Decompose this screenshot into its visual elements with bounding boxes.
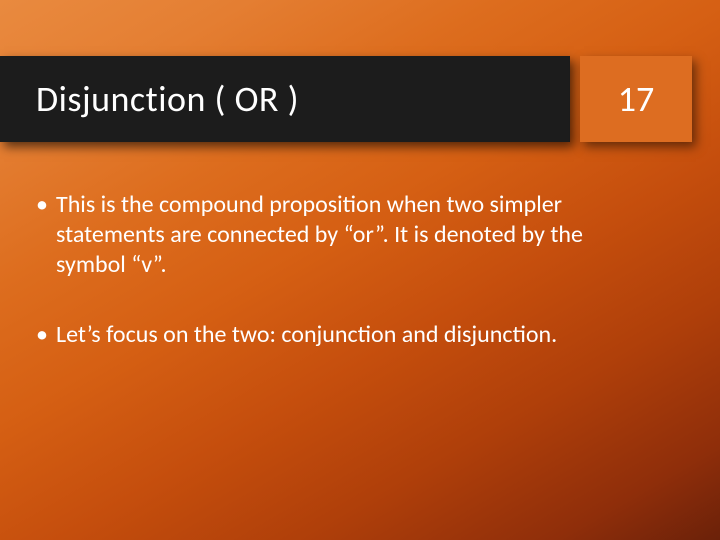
page-number: 17 [618, 77, 655, 121]
bullet-text: This is the compound proposition when tw… [56, 190, 586, 280]
title-band: Disjunction ( OR ) [0, 56, 570, 142]
bullet-item: • Let’s focus on the two: conjunction an… [36, 320, 660, 350]
bullet-marker-icon: • [36, 320, 56, 350]
slide-title: Disjunction ( OR ) [36, 77, 299, 121]
bullet-marker-icon: • [36, 190, 56, 280]
slide: Disjunction ( OR ) 17 • This is the comp… [0, 0, 720, 540]
slide-body: • This is the compound proposition when … [36, 190, 660, 390]
bullet-item: • This is the compound proposition when … [36, 190, 660, 280]
bullet-text: Let’s focus on the two: conjunction and … [56, 320, 557, 350]
page-number-box: 17 [580, 56, 692, 142]
